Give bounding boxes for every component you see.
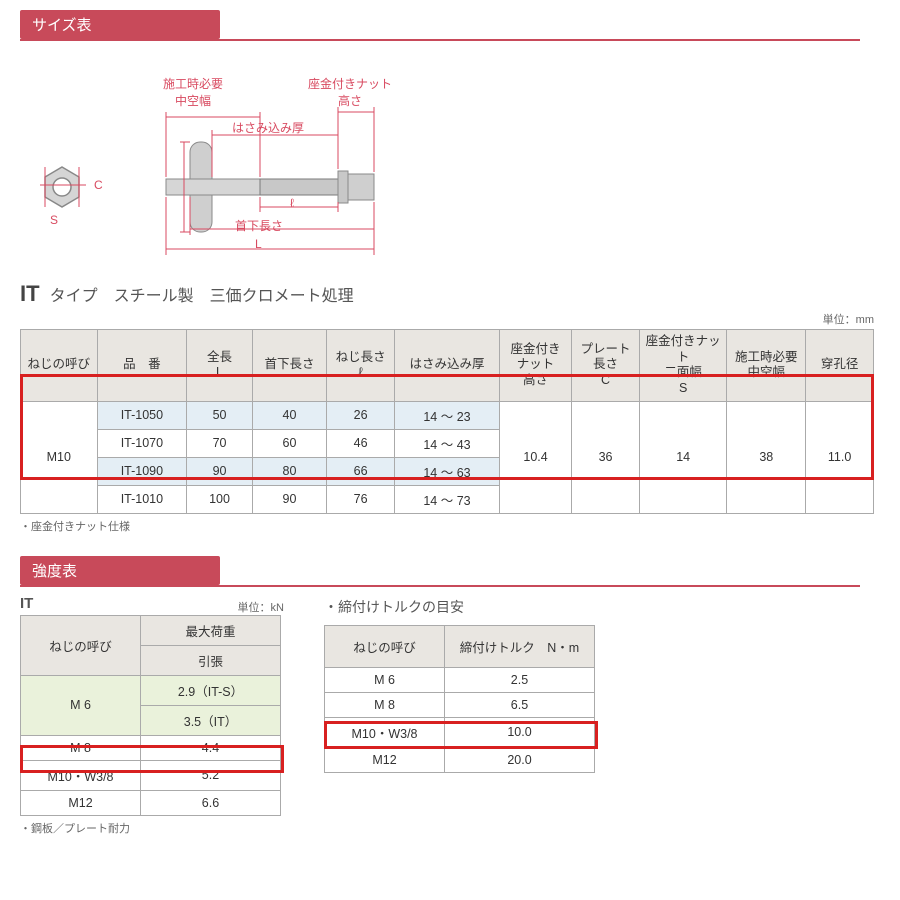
strength-unit: 単位：kN bbox=[238, 599, 284, 615]
strength-table: ねじの呼び最大荷重引張M 62.9（IT-S）3.5（IT）M 84.4M10・… bbox=[20, 615, 281, 816]
title-sub: タイプ スチール製 三価クロメート処理 bbox=[50, 282, 354, 306]
size-note: ・座金付きナット仕様 bbox=[20, 518, 880, 534]
strength-note: ・鋼板／プレート耐力 bbox=[20, 820, 284, 836]
size-table: ねじの呼び品 番全長L首下長さねじ長さℓはさみ込み厚座金付きナット高さプレート長… bbox=[20, 329, 874, 514]
lbl-hollow: 施工時必要中空幅 bbox=[148, 75, 238, 109]
lbl-S: S bbox=[50, 213, 58, 227]
size-header: サイズ表 bbox=[20, 10, 220, 39]
title-bold: IT bbox=[20, 281, 40, 307]
size-table-wrap: ねじの呼び品 番全長L首下長さねじ長さℓはさみ込み厚座金付きナット高さプレート長… bbox=[20, 329, 880, 514]
torque-table: ねじの呼び締付けトルク N・mM 62.5M 86.5M10・W3/810.0M… bbox=[324, 625, 595, 773]
lbl-C: C bbox=[94, 178, 103, 192]
strength-wrap: ねじの呼び最大荷重引張M 62.9（IT-S）3.5（IT）M 84.4M10・… bbox=[20, 615, 284, 816]
lbl-L: L bbox=[255, 237, 262, 251]
lbl-clamp: はさみ込み厚 bbox=[232, 119, 304, 136]
torque-title: ・締付けトルクの目安 bbox=[324, 597, 595, 617]
strength-header: 強度表 bbox=[20, 556, 220, 585]
lbl-ell: ℓ bbox=[290, 196, 294, 210]
lbl-neck: 首下長さ bbox=[235, 217, 283, 234]
torque-wrap: ねじの呼び締付けトルク N・mM 62.5M 86.5M10・W3/810.0M… bbox=[324, 625, 595, 773]
type-title: IT タイプ スチール製 三価クロメート処理 bbox=[20, 281, 880, 307]
anchor-diagram: 施工時必要中空幅 座金付きナット高さ はさみ込み厚 C S ℓ 首下長さ L bbox=[40, 57, 400, 267]
unit-mm: 単位：mm bbox=[20, 311, 874, 327]
strength-title: IT bbox=[20, 595, 33, 612]
lbl-nutH: 座金付きナット高さ bbox=[300, 75, 400, 109]
